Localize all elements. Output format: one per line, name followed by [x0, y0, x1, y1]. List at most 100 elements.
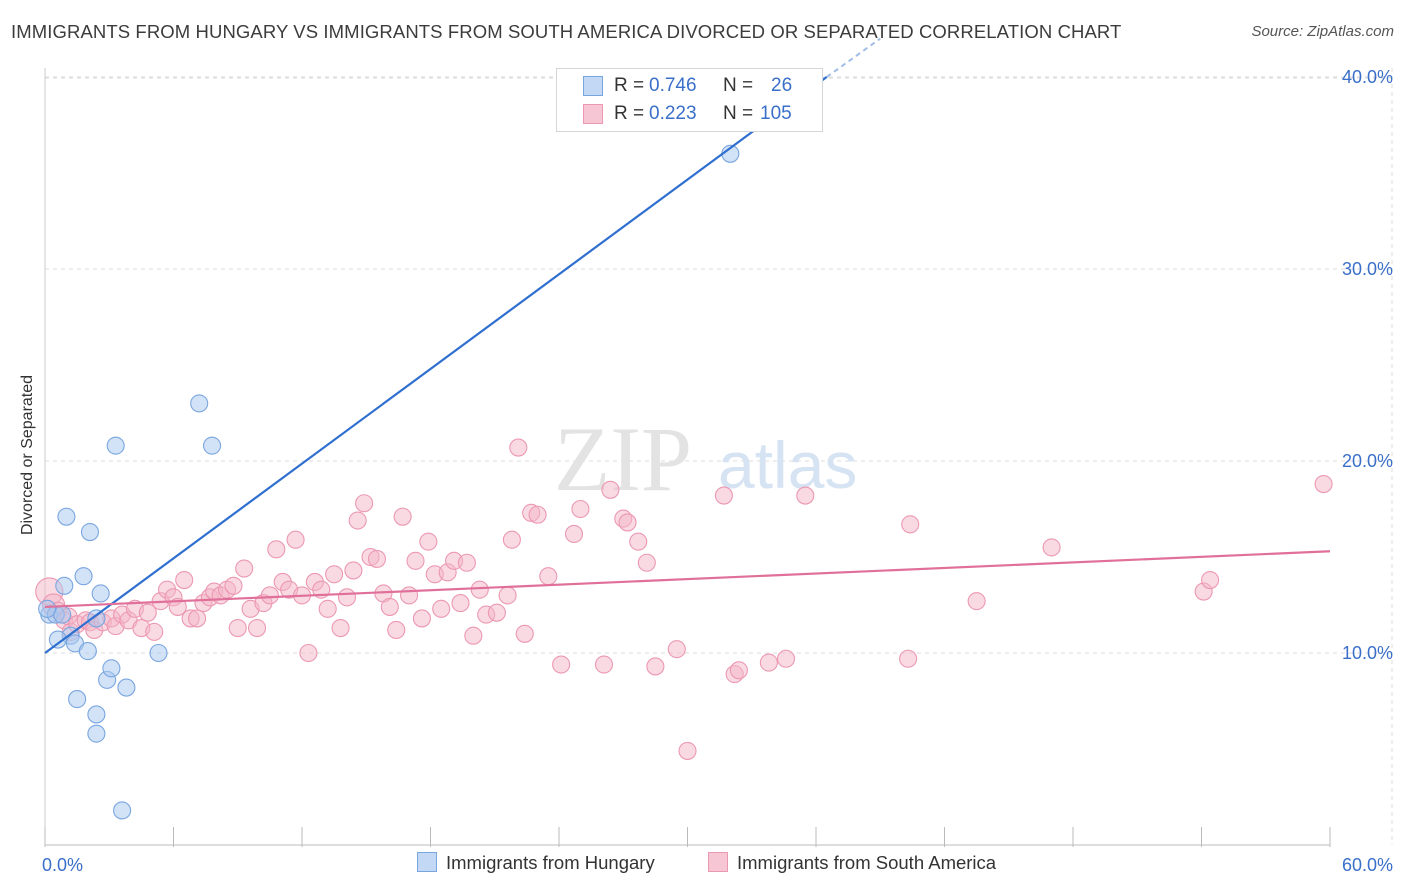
south-america-point — [646, 657, 665, 676]
south-america-point — [325, 565, 344, 584]
hungary-point — [48, 630, 67, 649]
south-america-point — [899, 649, 918, 668]
south-america-point — [678, 741, 697, 760]
south-america-point — [224, 576, 243, 595]
south-america-point — [796, 486, 815, 505]
south-america-point — [188, 609, 207, 628]
watermark: ZIP atlas — [554, 408, 857, 510]
south-america-point — [168, 597, 187, 616]
series-south-america — [35, 438, 1333, 760]
hungary-point — [38, 599, 57, 618]
n-label: N = — [723, 75, 754, 96]
south-america-point — [344, 561, 363, 580]
hungary-point — [91, 584, 110, 603]
south-america-point — [498, 586, 517, 605]
south-america-point — [539, 567, 558, 586]
south-america-point — [175, 570, 194, 590]
hungary-point — [149, 643, 168, 663]
hungary-point — [106, 436, 125, 455]
hungary-point — [113, 801, 132, 820]
stats-row-south-america: R = 0.223 N = 105 — [557, 100, 822, 128]
source-credit: Source: ZipAtlas.com — [1251, 23, 1394, 40]
chart-title: IMMIGRANTS FROM HUNGARY VS IMMIGRANTS FR… — [11, 21, 1122, 42]
south-america-point — [412, 609, 431, 628]
hungary-point — [87, 705, 106, 724]
south-america-point — [400, 586, 419, 605]
south-america-point — [487, 603, 506, 622]
south-america-point — [464, 626, 483, 645]
watermark-zip: ZIP — [554, 408, 692, 510]
south-america-point — [967, 592, 986, 611]
south-america-point — [451, 594, 470, 613]
south-america-point — [337, 588, 357, 607]
series-hungary — [38, 144, 740, 820]
south-america-point — [457, 553, 476, 572]
r-value: 0.746 — [649, 75, 697, 96]
hungary-legend-swatch — [417, 852, 437, 872]
south-america-point — [629, 532, 648, 551]
tick-labels: 10.0% 20.0% 30.0% 40.0% 0.0% 60.0% — [42, 67, 1393, 875]
hungary-point — [74, 567, 93, 586]
south-america-point — [318, 599, 337, 618]
y-tick-label: 10.0% — [1342, 643, 1393, 663]
south-america-point — [667, 640, 686, 659]
south-america-point — [1201, 570, 1220, 590]
hungary-point — [57, 507, 76, 526]
y-tick-label: 30.0% — [1342, 259, 1393, 279]
correlation-stats-box: R = 0.746 N = 26 R = 0.223 N = 105 — [556, 68, 823, 132]
south-america-point — [1314, 474, 1333, 494]
hungary-point — [87, 609, 106, 628]
watermark-atlas: atlas — [718, 428, 857, 502]
south-america-point — [432, 599, 451, 618]
x-tick-label: 0.0% — [42, 855, 83, 875]
hungary-point — [102, 659, 121, 678]
south-america-point — [299, 643, 318, 663]
south-america-point — [594, 655, 614, 674]
r-label: R = — [614, 75, 645, 96]
hungary-swatch — [583, 76, 603, 96]
south-america-legend-swatch — [708, 852, 728, 872]
x-tick-label: 60.0% — [1342, 855, 1393, 875]
south-america-point — [637, 553, 656, 572]
legend-item-hungary[interactable]: Immigrants from Hungary — [417, 852, 655, 878]
n-label: N = — [723, 103, 754, 124]
south-america-point — [355, 494, 374, 513]
hungary-trend-extension — [826, 37, 881, 78]
hungary-trend-line — [44, 76, 828, 654]
legend-label-hungary: Immigrants from Hungary — [446, 852, 655, 873]
south-america-point — [502, 530, 521, 549]
south-america-point — [406, 551, 425, 570]
south-america-trend-line — [44, 550, 1331, 609]
south-america-point — [552, 655, 571, 674]
y-tick-label: 20.0% — [1342, 451, 1393, 471]
legend-item-south-america[interactable]: Immigrants from South America — [708, 852, 996, 878]
r-label: R = — [614, 103, 645, 124]
hungary-point — [80, 522, 100, 542]
south-america-point — [759, 653, 778, 672]
south-america-point — [618, 513, 637, 532]
south-america-point — [564, 524, 584, 544]
south-america-point — [380, 597, 399, 616]
south-america-point — [528, 505, 547, 524]
axes — [44, 68, 1331, 847]
south-america-point — [235, 559, 254, 578]
south-america-point — [776, 649, 796, 668]
south-america-point — [419, 532, 438, 551]
south-america-point — [331, 618, 350, 638]
south-america-point — [714, 486, 733, 505]
south-america-point — [260, 586, 279, 605]
hungary-point — [203, 436, 222, 455]
stats-row-hungary: R = 0.746 N = 26 — [557, 72, 822, 100]
trend-lines — [44, 37, 1331, 654]
south-america-point — [470, 580, 489, 599]
hungary-point — [68, 690, 87, 709]
south-america-swatch — [583, 104, 603, 124]
south-america-point — [515, 624, 534, 643]
y-axis-label: Divorced or Separated — [19, 374, 36, 536]
hungary-point — [190, 394, 209, 413]
south-america-point — [138, 603, 157, 622]
n-value: 105 — [760, 103, 792, 124]
south-america-point — [571, 499, 590, 519]
n-value: 26 — [771, 75, 793, 96]
